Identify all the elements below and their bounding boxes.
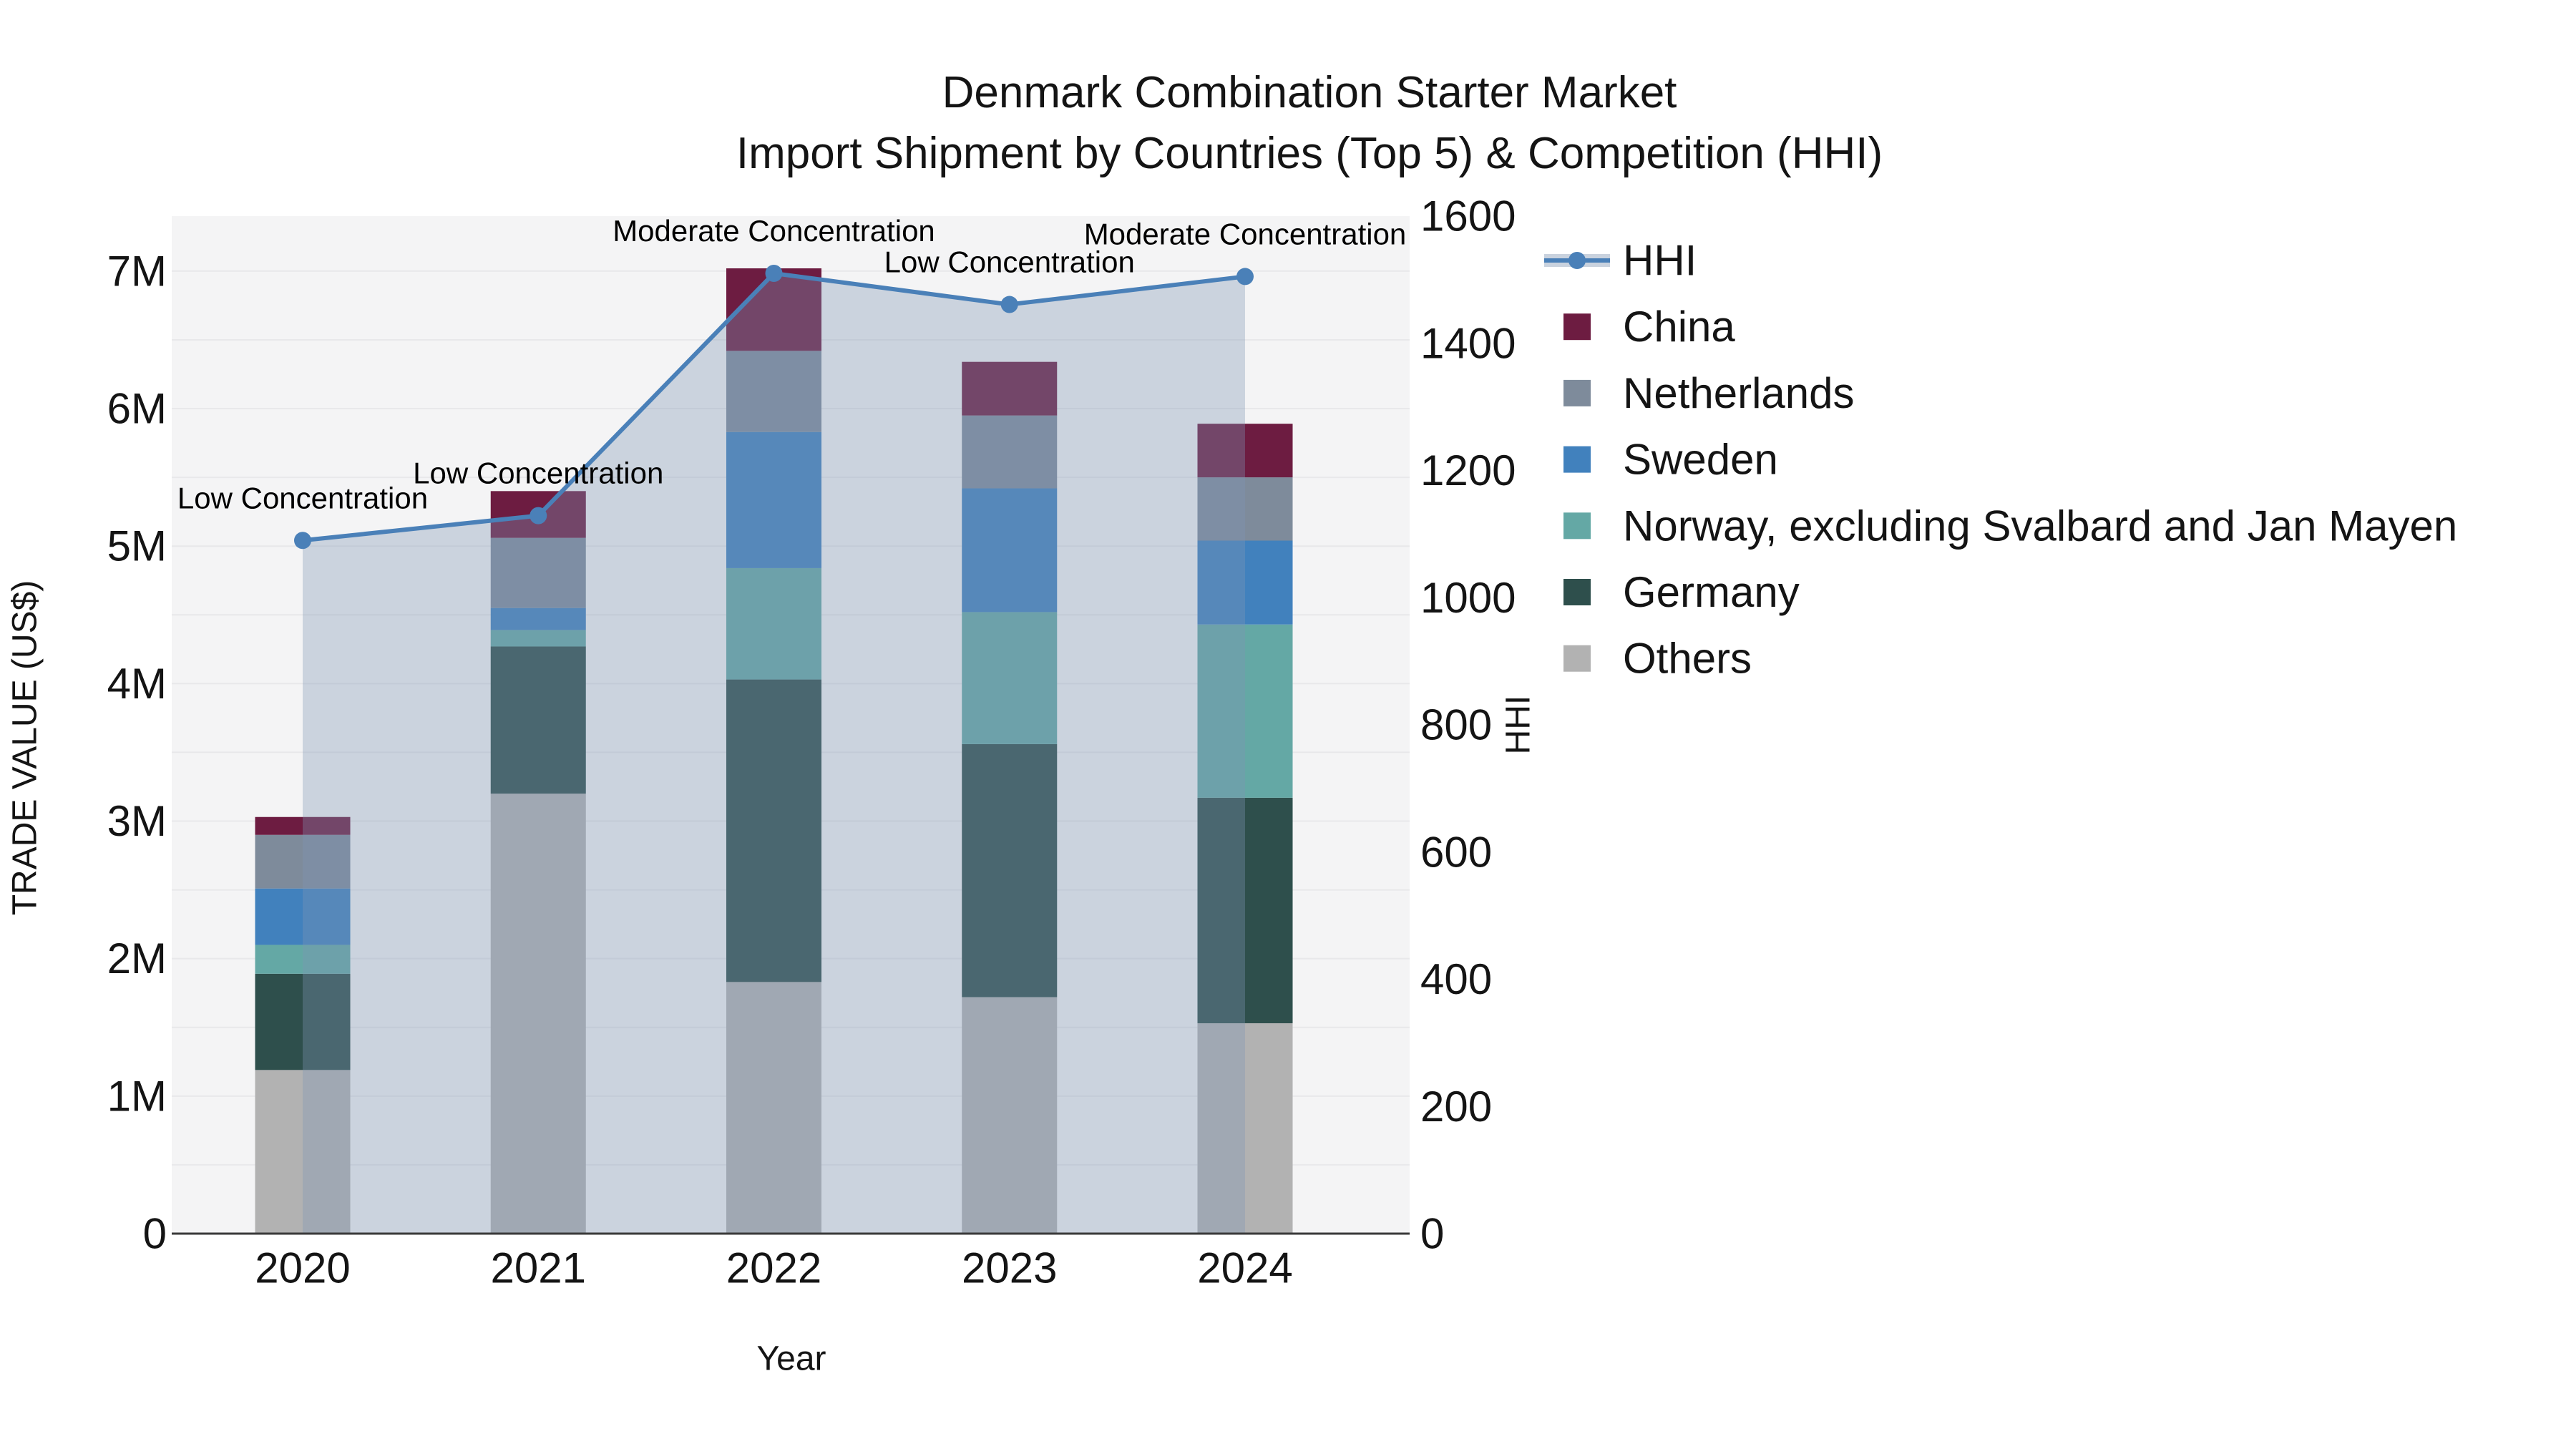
bar-segment-2021 bbox=[490, 794, 586, 1234]
annotation-2020: Low Concentration bbox=[177, 481, 428, 514]
x-axis-tick-2022: 2022 bbox=[726, 1244, 821, 1292]
annotation-2024: Moderate Concentration bbox=[1084, 217, 1407, 250]
bar-segment-2023 bbox=[962, 488, 1058, 613]
bar-segment-2020 bbox=[255, 816, 351, 835]
bar-segment-2021 bbox=[490, 630, 586, 647]
x-axis-tick-2023: 2023 bbox=[962, 1244, 1057, 1292]
right-axis-tick: 600 bbox=[1420, 828, 1492, 876]
bar-segment-2024 bbox=[1197, 1023, 1293, 1234]
x-axis-tick-2024: 2024 bbox=[1197, 1244, 1292, 1292]
bar-segment-2024 bbox=[1197, 540, 1293, 625]
bar-segment-2023 bbox=[962, 743, 1058, 997]
bar-segment-2024 bbox=[1197, 424, 1293, 478]
left-axis-title: TRADE VALUE (US$) bbox=[6, 580, 44, 916]
legend-swatch-netherlands[interactable] bbox=[1563, 379, 1591, 406]
annotation-2021: Low Concentration bbox=[413, 457, 663, 490]
legend-label[interactable]: Sweden bbox=[1623, 436, 1778, 484]
legend-label[interactable]: China bbox=[1623, 303, 1735, 351]
left-axis-tick: 0 bbox=[143, 1210, 167, 1258]
bar-segment-2023 bbox=[962, 997, 1058, 1234]
right-axis-title: HHI bbox=[1499, 695, 1538, 755]
bar-segment-2020 bbox=[255, 888, 351, 945]
left-axis-tick: 1M bbox=[107, 1072, 167, 1120]
hhi-marker bbox=[1000, 296, 1018, 313]
annotation-2023: Low Concentration bbox=[884, 245, 1135, 279]
hhi-marker bbox=[294, 532, 311, 550]
hhi-marker bbox=[765, 264, 783, 282]
hhi-marker bbox=[1236, 268, 1254, 286]
legend-swatch-germany[interactable] bbox=[1563, 579, 1591, 605]
left-axis-tick: 3M bbox=[107, 797, 167, 845]
legend-label[interactable]: Others bbox=[1623, 635, 1752, 683]
x-axis-title: Year bbox=[756, 1340, 826, 1378]
bar-segment-2022 bbox=[726, 567, 821, 680]
bar-segment-2022 bbox=[726, 431, 821, 568]
bar-segment-2020 bbox=[255, 834, 351, 889]
legend-label[interactable]: HHI bbox=[1623, 237, 1697, 285]
right-axis-tick: 1600 bbox=[1420, 192, 1516, 240]
left-axis-tick: 7M bbox=[107, 247, 167, 295]
bar-segment-2021 bbox=[490, 646, 586, 794]
left-axis-tick: 6M bbox=[107, 385, 167, 433]
legend-label[interactable]: Norway, excluding Svalbard and Jan Mayen bbox=[1623, 502, 2457, 550]
right-axis-tick: 400 bbox=[1420, 955, 1492, 1003]
legend-label[interactable]: Netherlands bbox=[1623, 369, 1855, 417]
bar-segment-2024 bbox=[1197, 624, 1293, 798]
bar-segment-2024 bbox=[1197, 477, 1293, 541]
bar-segment-2020 bbox=[255, 973, 351, 1070]
bar-segment-2023 bbox=[962, 361, 1058, 416]
right-axis-tick: 200 bbox=[1420, 1083, 1492, 1131]
bar-segment-2022 bbox=[726, 351, 821, 432]
right-axis-tick: 1000 bbox=[1420, 574, 1516, 622]
bar-segment-2022 bbox=[726, 679, 821, 982]
bar-segment-2022 bbox=[726, 268, 821, 351]
legend-swatch-sweden[interactable] bbox=[1563, 446, 1591, 473]
legend-swatch-others[interactable] bbox=[1563, 645, 1591, 672]
bar-segment-2022 bbox=[726, 982, 821, 1234]
bar-segment-2020 bbox=[255, 1070, 351, 1234]
bar-segment-2024 bbox=[1197, 797, 1293, 1023]
chart-title-line1: Denmark Combination Starter Market bbox=[942, 68, 1677, 117]
bar-segment-2021 bbox=[490, 537, 586, 608]
bar-segment-2023 bbox=[962, 612, 1058, 744]
hhi-area-fill bbox=[303, 273, 1245, 1234]
right-axis-tick: 1200 bbox=[1420, 447, 1516, 494]
legend-label[interactable]: Germany bbox=[1623, 568, 1800, 616]
left-axis-tick: 4M bbox=[107, 660, 167, 708]
bar-segment-2020 bbox=[255, 945, 351, 974]
left-axis-tick: 5M bbox=[107, 522, 167, 570]
right-axis-tick: 800 bbox=[1420, 701, 1492, 749]
left-axis-tick: 2M bbox=[107, 935, 167, 982]
right-axis-tick: 0 bbox=[1420, 1210, 1444, 1258]
hhi-marker bbox=[530, 507, 547, 525]
legend-hhi-marker[interactable] bbox=[1568, 252, 1586, 269]
chart-title-line2: Import Shipment by Countries (Top 5) & C… bbox=[736, 129, 1883, 178]
annotation-2022: Moderate Concentration bbox=[613, 214, 935, 248]
bar-segment-2023 bbox=[962, 415, 1058, 489]
x-axis-tick-2021: 2021 bbox=[491, 1244, 586, 1292]
x-axis-tick-2020: 2020 bbox=[255, 1244, 350, 1292]
legend-swatch-norway[interactable] bbox=[1563, 512, 1591, 540]
bar-segment-2021 bbox=[490, 608, 586, 630]
legend-swatch-china[interactable] bbox=[1563, 313, 1591, 341]
right-axis-tick: 1400 bbox=[1420, 319, 1516, 367]
